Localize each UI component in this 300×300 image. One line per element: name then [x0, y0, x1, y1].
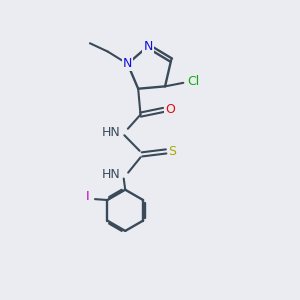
Text: HN: HN	[102, 126, 121, 139]
Text: Cl: Cl	[187, 75, 199, 88]
Text: N: N	[123, 57, 132, 70]
Text: I: I	[85, 190, 89, 203]
Text: N: N	[143, 40, 153, 52]
Text: O: O	[165, 103, 175, 116]
Text: S: S	[169, 145, 177, 158]
Text: HN: HN	[101, 169, 120, 182]
